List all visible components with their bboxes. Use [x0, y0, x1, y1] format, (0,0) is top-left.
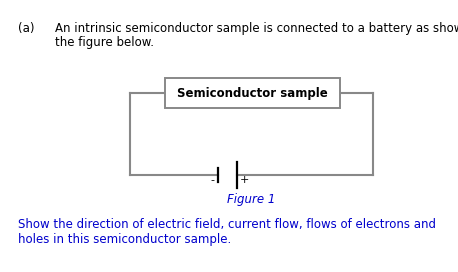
Text: (a): (a): [18, 22, 34, 35]
Text: the figure below.: the figure below.: [55, 36, 154, 49]
Text: Show the direction of electric field, current flow, flows of electrons and: Show the direction of electric field, cu…: [18, 218, 436, 231]
Text: Semiconductor sample: Semiconductor sample: [177, 86, 328, 100]
Text: An intrinsic semiconductor sample is connected to a battery as shown in: An intrinsic semiconductor sample is con…: [55, 22, 458, 35]
Bar: [165, 78, 340, 108]
Text: holes in this semiconductor sample.: holes in this semiconductor sample.: [18, 233, 231, 246]
Text: +: +: [240, 175, 249, 185]
Text: Figure 1: Figure 1: [227, 193, 276, 206]
Text: -: -: [210, 175, 214, 185]
